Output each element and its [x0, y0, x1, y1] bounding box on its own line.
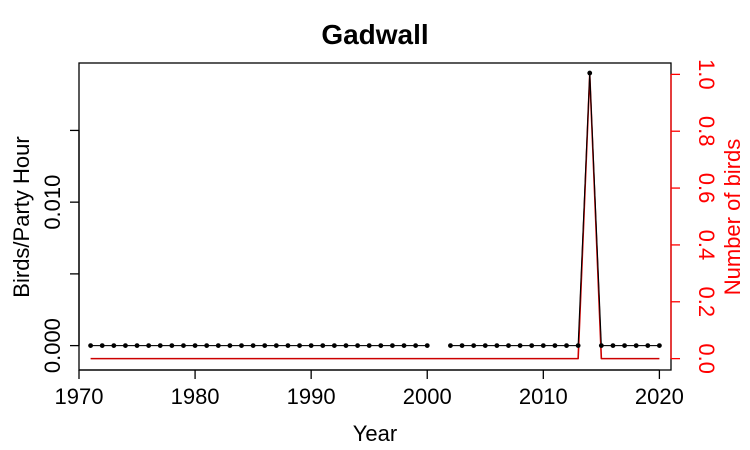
chart-title: Gadwall	[321, 19, 428, 50]
x-tick-label: 2010	[519, 384, 568, 409]
birds-per-party-hour-point	[564, 343, 569, 349]
birds-per-party-hour-point	[529, 343, 535, 349]
birds-per-party-hour-point	[355, 343, 360, 349]
y-right-tick-label: 0.0	[694, 343, 719, 374]
birds-per-party-hour-point	[506, 343, 511, 349]
birds-per-party-hour-point	[587, 70, 593, 76]
birds-per-party-hour-point	[227, 343, 233, 349]
birds-per-party-hour-point	[448, 343, 453, 349]
birds-per-party-hour-point	[181, 343, 186, 349]
y-left-tick-label: 0.000	[40, 318, 65, 373]
birds-per-party-hour-point	[331, 343, 337, 349]
birds-per-party-hour-point	[645, 343, 651, 349]
birds-per-party-hour-point	[482, 343, 488, 349]
y-right-tick-label: 0.8	[694, 116, 719, 147]
y-axis-right-label: Number of birds	[720, 139, 745, 296]
y-right-tick-label: 0.2	[694, 286, 719, 317]
x-tick-label: 1980	[171, 384, 220, 409]
birds-per-party-hour-point	[320, 343, 326, 349]
x-axis-label: Year	[353, 421, 397, 446]
birds-per-party-hour-point	[575, 343, 581, 349]
birds-per-party-hour-point	[610, 343, 616, 349]
number-of-birds-line	[90, 73, 660, 360]
birds-per-party-hour-point	[378, 343, 384, 349]
birds-per-party-hour-point	[471, 343, 477, 349]
birds-per-party-hour-segment	[577, 73, 591, 346]
birds-per-party-hour-point	[273, 343, 279, 349]
birds-per-party-hour-point	[552, 343, 558, 349]
y-right-tick-label: 0.4	[694, 230, 719, 261]
x-tick-label: 2000	[403, 384, 452, 409]
birds-per-party-hour-point	[192, 343, 198, 349]
y-axis-right: 0.0 0.2 0.4 0.6 0.8 1.0	[670, 59, 719, 374]
birds-per-party-hour-point	[424, 343, 430, 349]
y-axis-left-label: Birds/Party Hour	[9, 136, 34, 297]
birds-per-party-hour-point	[134, 343, 140, 349]
birds-per-party-hour-point	[459, 343, 465, 349]
birds-per-party-hour-point	[517, 343, 523, 349]
birds-per-party-hour-point	[540, 343, 546, 349]
birds-per-party-hour-point	[390, 343, 395, 349]
birds-per-party-hour-point	[656, 343, 662, 349]
birds-per-party-hour-point	[169, 343, 175, 349]
birds-per-party-hour-point	[413, 343, 419, 349]
birds-per-party-hour-point	[250, 343, 256, 349]
x-tick-label: 2020	[635, 384, 684, 409]
birds-per-party-hour-point	[157, 343, 163, 349]
birds-per-party-hour-point	[297, 343, 302, 349]
birds-per-party-hour-point	[343, 343, 349, 349]
y-right-tick-label: 1.0	[694, 59, 719, 90]
y-right-tick-label: 0.6	[694, 173, 719, 204]
birds-per-party-hour-point	[262, 343, 268, 349]
birds-per-party-hour-point	[239, 343, 244, 349]
birds-per-party-hour-point	[111, 343, 117, 349]
birds-per-party-hour-point	[308, 343, 314, 349]
birds-per-party-hour-point	[215, 343, 221, 349]
x-tick-label: 1990	[287, 384, 336, 409]
birds-per-party-hour-point	[494, 343, 500, 349]
birds-per-party-hour-point	[622, 343, 627, 349]
x-tick-label: 1970	[55, 384, 104, 409]
birds-per-party-hour-point	[88, 343, 94, 349]
x-axis: 1970 1980 1990 2000 2010 2020	[55, 369, 684, 409]
birds-per-party-hour-point	[123, 343, 128, 349]
y-left-tick-label: 0.010	[40, 175, 65, 230]
y-axis-left: 0.000 0.010	[40, 129, 80, 373]
series-number-of-birds	[90, 73, 660, 360]
birds-per-party-hour-segment	[589, 73, 602, 346]
birds-per-party-hour-point	[146, 343, 152, 349]
birds-per-party-hour-point	[401, 343, 407, 349]
birds-per-party-hour-point	[99, 343, 105, 349]
birds-per-party-hour-point	[285, 343, 291, 349]
series-birds-per-party-hour	[88, 70, 662, 349]
birds-per-party-hour-point	[598, 343, 604, 349]
birds-per-party-hour-point	[366, 343, 372, 349]
birds-per-party-hour-point	[204, 343, 210, 349]
plot-frame	[78, 62, 672, 371]
birds-per-party-hour-point	[633, 343, 639, 349]
